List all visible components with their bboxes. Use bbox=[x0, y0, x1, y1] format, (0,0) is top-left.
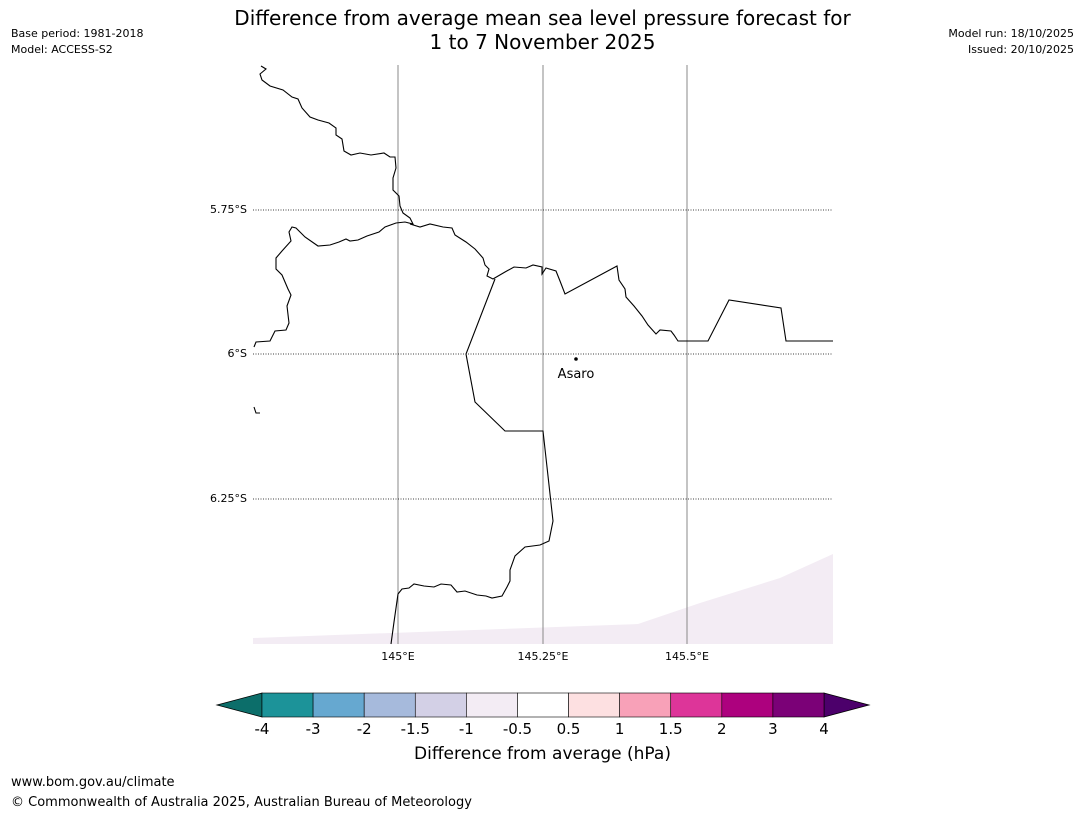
boundary-stub-west bbox=[253, 406, 260, 414]
colorbar-segment bbox=[517, 692, 569, 718]
colorbar-tick-label: -2 bbox=[356, 720, 372, 738]
colorbar-tick-label: 1 bbox=[614, 720, 625, 738]
title-line-1: Difference from average mean sea level p… bbox=[234, 6, 851, 30]
colorbar-segment bbox=[261, 692, 314, 718]
colorbar-segment bbox=[670, 692, 723, 718]
colorbar-tick-label: -0.5 bbox=[502, 720, 533, 738]
colorbar-segment bbox=[568, 692, 620, 718]
colorbar-extend-low bbox=[215, 692, 263, 718]
footer-copyright: © Commonwealth of Australia 2025, Austra… bbox=[11, 795, 472, 810]
boundary-line-north bbox=[253, 65, 415, 348]
pressure-anomaly-shading bbox=[253, 554, 833, 644]
colorbar-segment bbox=[721, 692, 774, 718]
colorbar-segment bbox=[772, 692, 825, 718]
colorbar-tick-label: -1.5 bbox=[400, 720, 430, 738]
colorbar-tick-label: -4 bbox=[254, 720, 270, 738]
lat-label-5-75: 5.75°S bbox=[210, 203, 247, 216]
model-run: Model run: 18/10/2025 bbox=[948, 27, 1074, 40]
colorbar-tick-label: -3 bbox=[305, 720, 321, 738]
lat-label-6: 6°S bbox=[227, 347, 247, 360]
lat-label-6-25: 6.25°S bbox=[210, 492, 247, 505]
base-period: Base period: 1981-2018 bbox=[11, 27, 144, 40]
colorbar-tick-label: -1 bbox=[458, 720, 474, 738]
asaro-marker bbox=[574, 357, 578, 361]
lon-label-145-5: 145.5°E bbox=[665, 650, 709, 663]
lon-label-145-25: 145.25°E bbox=[517, 650, 569, 663]
colorbar-tick-label: 0.5 bbox=[556, 720, 581, 738]
boundary-line-central bbox=[409, 223, 833, 342]
lon-label-145: 145°E bbox=[381, 650, 415, 663]
footer-url: www.bom.gov.au/climate bbox=[11, 775, 175, 790]
colorbar-tick-label: 1.5 bbox=[658, 720, 683, 738]
colorbar-segment bbox=[466, 692, 518, 718]
meta-right: Model run: 18/10/2025 Issued: 20/10/2025 bbox=[948, 26, 1074, 58]
colorbar-segment bbox=[312, 692, 365, 718]
chart-title: Difference from average mean sea level p… bbox=[0, 6, 1085, 54]
colorbar-tick-label: 4 bbox=[819, 720, 829, 738]
colorbar-segment bbox=[414, 692, 467, 718]
colorbar-segment bbox=[619, 692, 672, 718]
model-name: Model: ACCESS-S2 bbox=[11, 43, 113, 56]
asaro-label: Asaro bbox=[558, 367, 595, 382]
colorbar-tick-label: 3 bbox=[768, 720, 778, 738]
colorbar-tick-label: 2 bbox=[717, 720, 727, 738]
issued-date: Issued: 20/10/2025 bbox=[967, 43, 1074, 56]
colorbar-title: Difference from average (hPa) bbox=[414, 744, 671, 764]
title-line-2: 1 to 7 November 2025 bbox=[429, 30, 656, 54]
meta-left: Base period: 1981-2018 Model: ACCESS-S2 bbox=[11, 26, 143, 58]
colorbar-extend-high bbox=[823, 692, 871, 718]
colorbar-segment bbox=[363, 692, 416, 718]
colorbar bbox=[215, 692, 871, 718]
boundary-line-south bbox=[390, 278, 554, 645]
